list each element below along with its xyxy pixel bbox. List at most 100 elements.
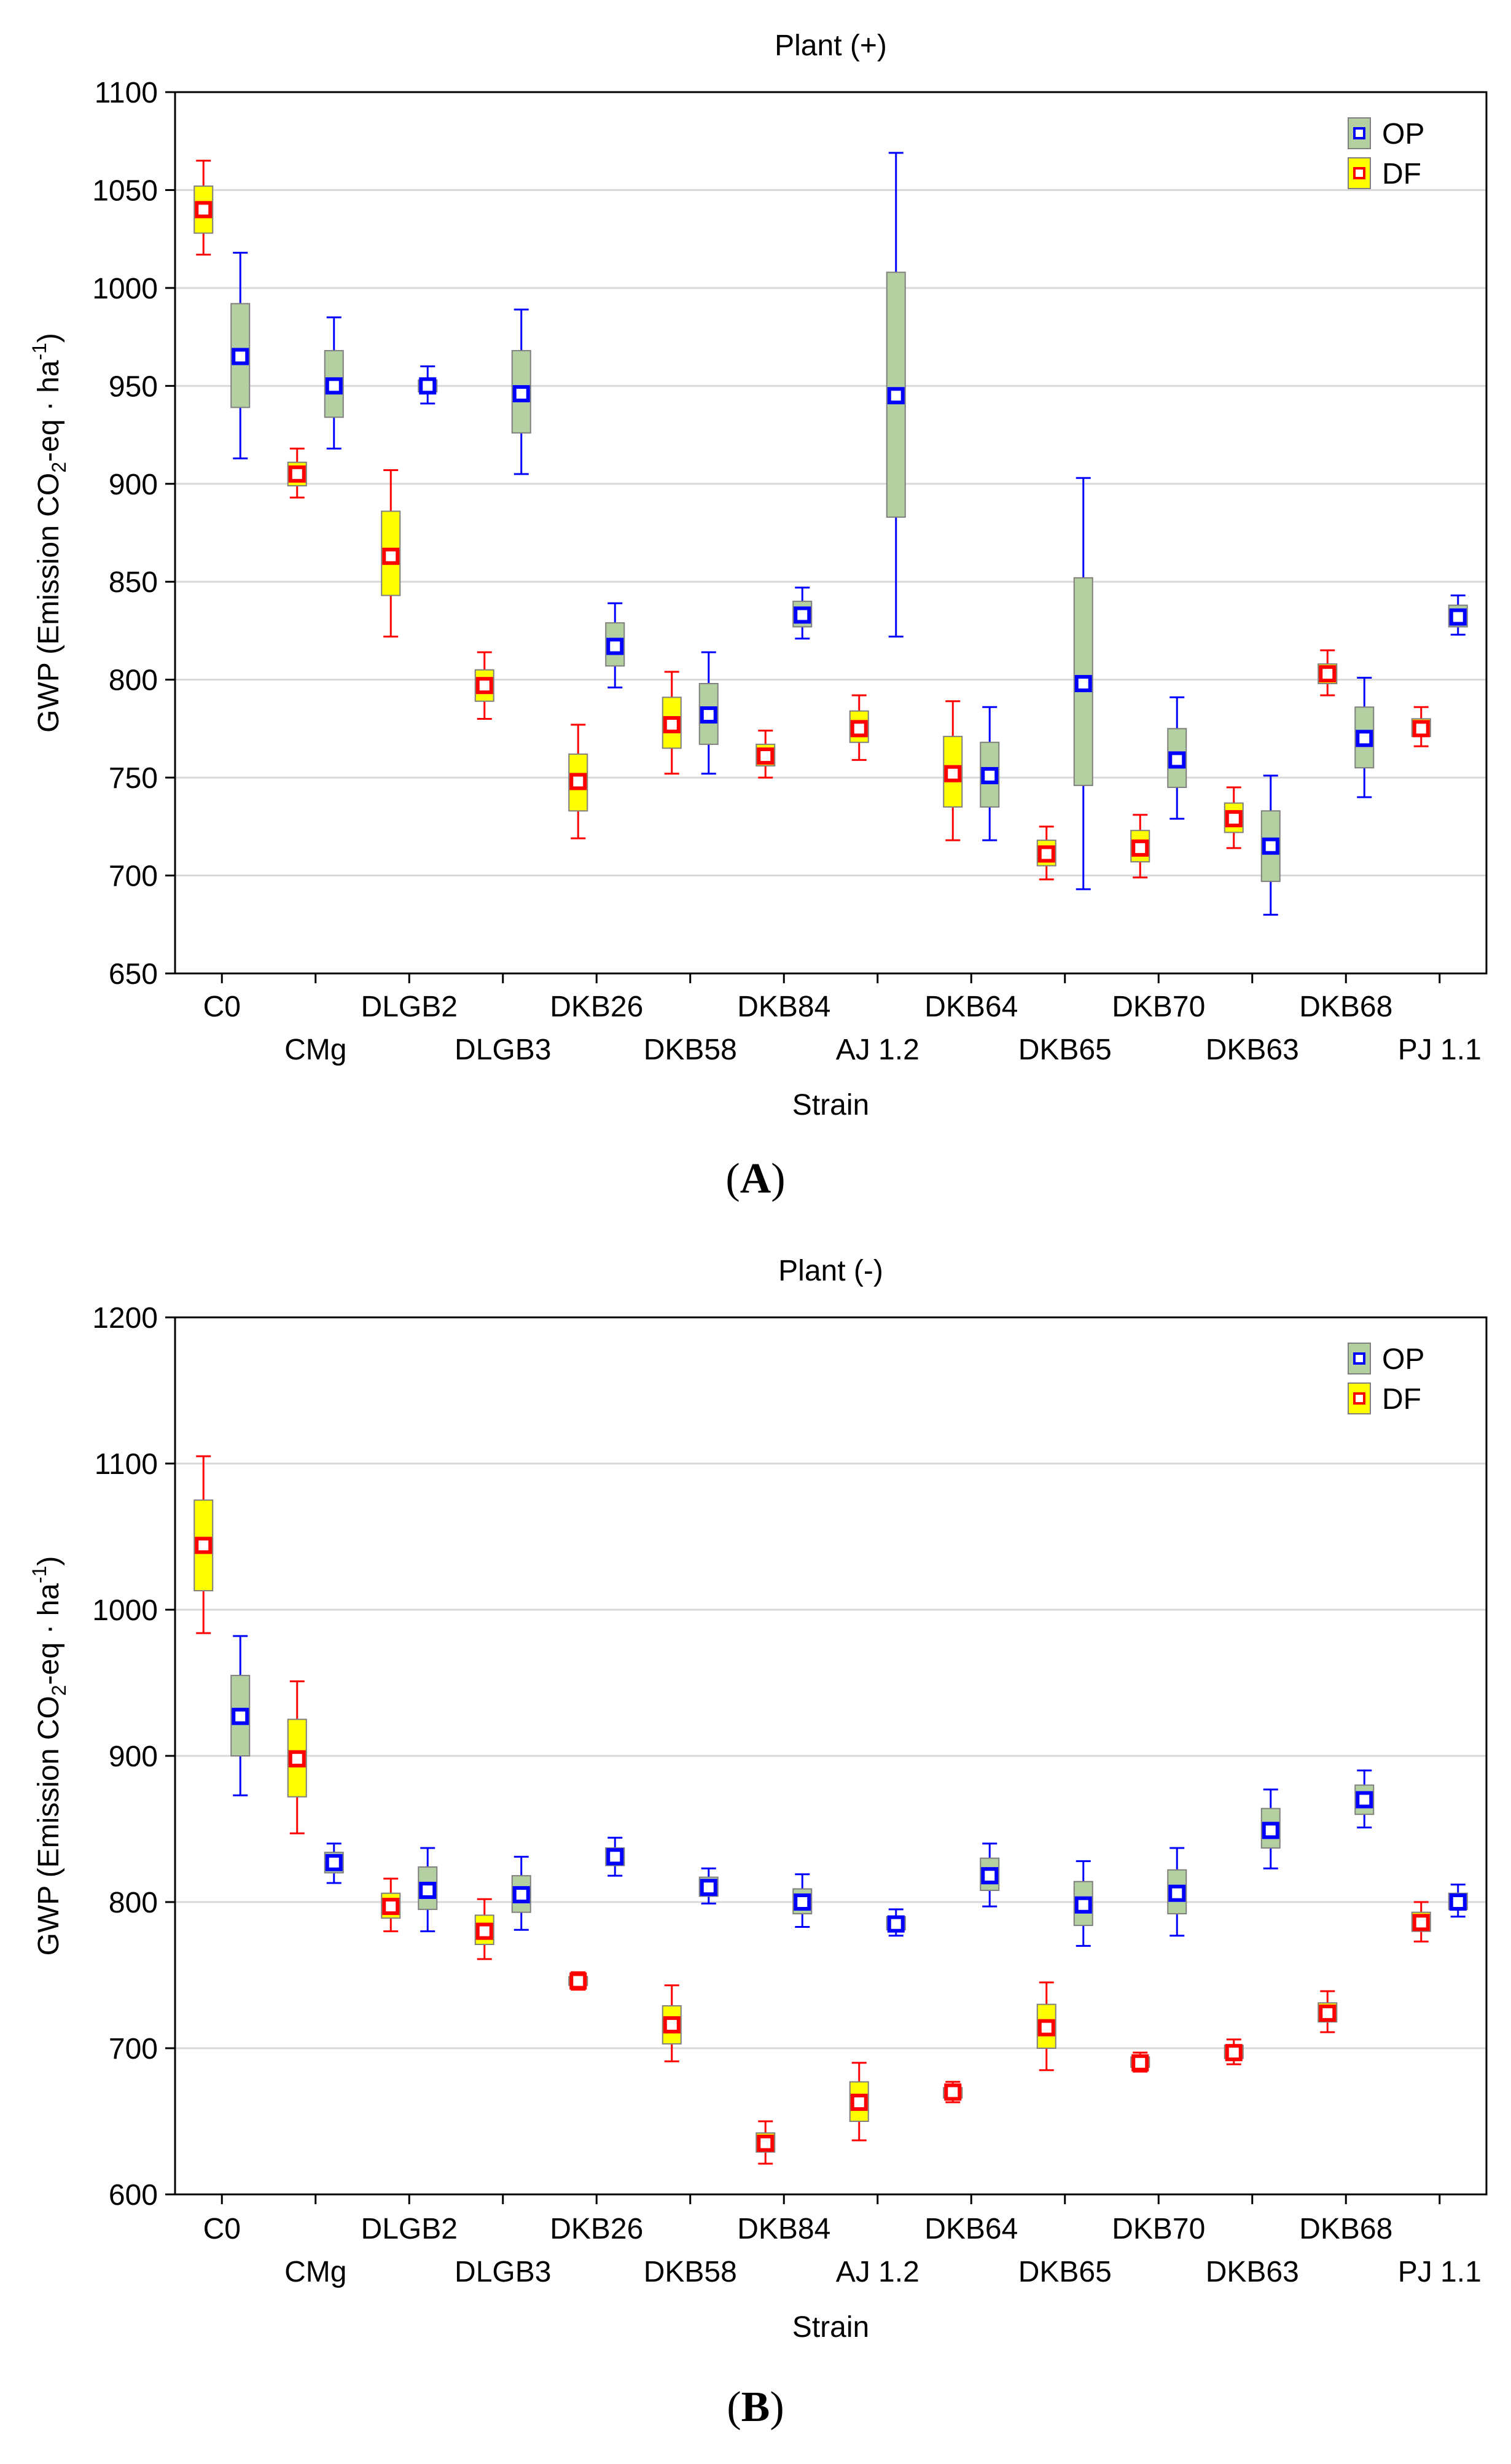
y-tick-label: 1100 xyxy=(95,77,158,109)
mean-marker-df xyxy=(757,747,775,765)
legend-marker-op xyxy=(1353,127,1365,139)
y-tick-label: 600 xyxy=(109,2179,158,2212)
mean-marker-op xyxy=(1074,1896,1092,1914)
x-tick-label: AJ 1.2 xyxy=(836,2256,919,2288)
mean-marker-df xyxy=(757,2134,775,2152)
mean-marker-op xyxy=(1449,608,1467,626)
mean-marker-df xyxy=(1319,2004,1337,2022)
y-axis-label-part: -eq · ha xyxy=(33,360,65,462)
panel-label-a: (A) xyxy=(725,1155,786,1203)
mean-marker-df xyxy=(288,465,306,483)
mean-marker-df xyxy=(1412,720,1430,738)
mean-marker-df xyxy=(195,1537,213,1554)
x-tick-label: DLGB3 xyxy=(455,2256,551,2288)
chart-b: Plant (-) 600 700 800 900 1000 1100 1200 C0 CMg DL… xyxy=(28,1255,1488,2344)
mean-marker-df xyxy=(475,1922,493,1940)
x-tick-label: DKB68 xyxy=(1299,2213,1392,2245)
mean-marker-op xyxy=(419,377,437,395)
mean-marker-df xyxy=(1037,845,1055,863)
chart-title: Plant (-) xyxy=(778,1255,883,1287)
mean-marker-df xyxy=(1037,2019,1055,2037)
mean-marker-op xyxy=(419,1881,437,1899)
x-tick-label: CMg xyxy=(284,1034,346,1066)
y-tick-label: 1050 xyxy=(92,174,158,207)
x-tick-label: DKB70 xyxy=(1112,2213,1205,2245)
legend-marker-df xyxy=(1353,1392,1365,1405)
x-tick-label: DKB26 xyxy=(550,991,643,1023)
mean-marker-df xyxy=(195,201,213,219)
y-axis-label: GWP (Emission CO2-eq · ha-1) xyxy=(28,1556,70,1956)
mean-marker-df xyxy=(569,773,587,790)
x-tick-label: DKB65 xyxy=(1018,1034,1112,1066)
mean-marker-op xyxy=(794,1893,811,1911)
y-axis-label-part: ) xyxy=(33,333,65,343)
y-tick-label: 900 xyxy=(109,469,158,501)
mean-marker-df xyxy=(850,2094,868,2111)
mean-marker-op xyxy=(1356,730,1373,747)
mean-marker-op xyxy=(512,385,530,403)
y-axis-label-part: -1 xyxy=(28,1566,50,1583)
y-tick-label: 650 xyxy=(109,958,158,991)
y-tick-label: 750 xyxy=(109,762,158,795)
legend-label-df: DF xyxy=(1382,158,1421,190)
mean-marker-op xyxy=(606,1848,624,1866)
y-axis-label-part: 2 xyxy=(48,1685,70,1696)
y-tick-label: 800 xyxy=(109,1887,158,1919)
mean-marker-op xyxy=(1168,1884,1186,1902)
y-axis-label-part: GWP (Emission CO xyxy=(33,1696,65,1955)
panel-label-b: (B) xyxy=(727,2384,784,2431)
mean-marker-op xyxy=(1262,1822,1279,1839)
y-axis-label-part: -eq · ha xyxy=(33,1583,65,1685)
mean-marker-op xyxy=(1356,1791,1373,1809)
x-tick-label: DLGB2 xyxy=(361,991,458,1023)
mean-marker-op xyxy=(981,766,999,784)
chart-a: Plant (+) 650 700 750 800 850 900 950 1000 1050 11… xyxy=(28,29,1488,1121)
mean-marker-df xyxy=(944,765,962,782)
y-tick-label: 1000 xyxy=(92,1594,158,1627)
mean-marker-op xyxy=(700,706,717,724)
mean-marker-op xyxy=(325,1854,343,1871)
mean-marker-op xyxy=(794,606,811,624)
chart-title: Plant (+) xyxy=(775,29,887,62)
mean-marker-op xyxy=(1168,751,1186,769)
x-axis-label: Strain xyxy=(792,2311,869,2344)
mean-marker-df xyxy=(569,1972,587,1990)
legend-marker-df xyxy=(1353,167,1365,179)
x-tick-label: PJ 1.1 xyxy=(1398,2256,1482,2288)
y-axis-label-part: -1 xyxy=(28,343,50,360)
mean-marker-df xyxy=(944,2083,962,2101)
x-tick-label: DKB58 xyxy=(644,2256,737,2288)
mean-marker-op xyxy=(887,1915,905,1933)
mean-marker-op xyxy=(1262,837,1279,855)
y-tick-label: 1200 xyxy=(92,1302,158,1335)
x-tick-label: DKB26 xyxy=(550,2213,643,2245)
x-tick-label: DKB65 xyxy=(1018,2256,1112,2288)
mean-marker-op xyxy=(232,1707,249,1725)
mean-marker-df xyxy=(382,547,400,565)
mean-marker-df xyxy=(475,677,493,695)
y-tick-label: 1000 xyxy=(92,273,158,305)
x-tick-label: C0 xyxy=(203,2213,241,2245)
mean-marker-df xyxy=(1225,810,1243,828)
mean-marker-df xyxy=(663,2016,681,2033)
y-axis-label: GWP (Emission CO2-eq · ha-1) xyxy=(28,333,70,733)
x-tick-label: DKB64 xyxy=(924,991,1018,1023)
x-tick-label: DKB84 xyxy=(737,991,830,1023)
plot-area xyxy=(174,91,1488,975)
y-tick-label: 900 xyxy=(109,1741,158,1773)
y-axis-label-part: ) xyxy=(33,1556,65,1566)
mean-marker-op xyxy=(700,1879,717,1897)
y-axis-label-part: GWP (Emission CO xyxy=(33,473,65,733)
mean-marker-op xyxy=(232,348,249,365)
x-tick-label: AJ 1.2 xyxy=(836,1034,919,1066)
x-tick-label: DKB70 xyxy=(1112,991,1205,1023)
mean-marker-df xyxy=(663,716,681,734)
x-tick-label: DKB64 xyxy=(924,2213,1018,2245)
mean-marker-op xyxy=(606,637,624,655)
x-tick-label: PJ 1.1 xyxy=(1398,1034,1482,1066)
legend-label-op: OP xyxy=(1382,118,1424,150)
y-tick-label: 800 xyxy=(109,665,158,697)
x-tick-label: DLGB3 xyxy=(455,1034,551,1066)
y-tick-label: 850 xyxy=(109,566,158,599)
